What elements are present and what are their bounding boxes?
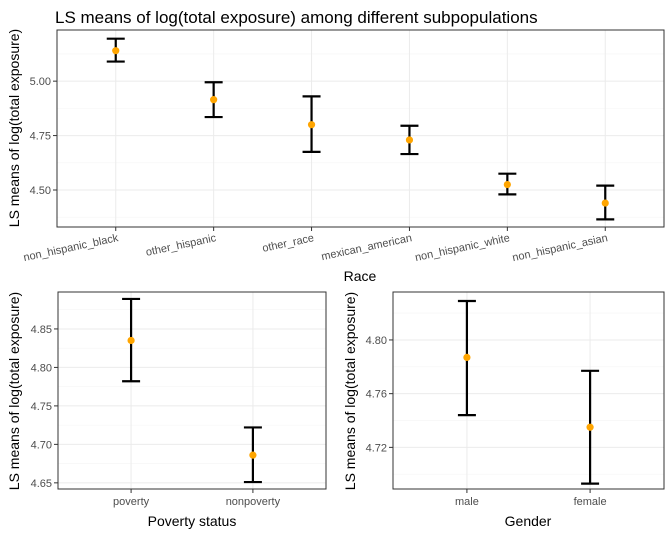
gender-y-tick-label: 4.72 [366, 442, 387, 454]
race-point-mexican_american [405, 136, 414, 144]
race-errorbar-other_race [302, 95, 321, 154]
gender-x-axis-title: Gender [505, 513, 552, 529]
poverty-y-tick-label: 4.85 [31, 324, 52, 336]
race-errorbar-non_hispanic_asian [596, 184, 615, 221]
gender-errorbar-male [457, 299, 476, 417]
gender-x-ticks: male female [455, 489, 607, 508]
poverty-errorbar-nonpoverty [243, 426, 262, 484]
poverty-panel-border [57, 291, 327, 490]
poverty-x-ticks: poverty nonpoverty [113, 489, 281, 508]
race-errorbar-mexican_american [400, 124, 419, 156]
race-marks [106, 37, 615, 221]
race-y-ticks: 4.50 4.75 5.00 [30, 76, 57, 197]
gender-x-tick-label: male [455, 496, 479, 508]
gender-y-tick-label: 4.76 [366, 389, 387, 401]
poverty-x-tick-label: nonpoverty [226, 496, 281, 508]
race-point-other_race [307, 121, 316, 129]
race-y-tick-label: 4.75 [30, 131, 51, 143]
race-panel-border [56, 29, 665, 228]
gender-y-tick-label: 4.80 [366, 335, 387, 347]
gender-x-tick-label: female [574, 496, 607, 508]
poverty-point-nonpoverty [249, 451, 257, 459]
gender-point-female [586, 423, 594, 431]
poverty-x-axis-title: Poverty status [148, 513, 237, 529]
race-y-axis-title: LS means of log(total exposure) [6, 29, 22, 227]
poverty-y-axis-title: LS means of log(total exposure) [6, 292, 22, 490]
race-point-other_hispanic [210, 96, 218, 104]
poverty-x-tick-label: poverty [113, 496, 150, 508]
race-y-tick-label: 5.00 [30, 76, 51, 88]
poverty-y-tick-label: 4.80 [31, 362, 52, 374]
poverty-y-ticks: 4.65 4.70 4.75 4.80 4.85 [31, 324, 58, 490]
gender-marks [457, 299, 600, 485]
race-point-non_hispanic_white [503, 180, 511, 189]
gender-y-ticks: 4.72 4.76 4.80 [366, 335, 393, 454]
poverty-y-tick-label: 4.75 [31, 401, 52, 413]
poverty-plot: 4.65 4.70 4.75 4.80 4.85 poverty nonpoverty P… [6, 291, 327, 529]
poverty-errorbar-poverty [122, 297, 141, 383]
poverty-point-poverty [127, 336, 135, 345]
gender-y-axis-title: LS means of log(total exposure) [342, 292, 358, 490]
poverty-y-tick-label: 4.70 [31, 439, 52, 451]
race-x-axis-title: Race [344, 268, 377, 284]
race-point-non_hispanic_black [112, 47, 120, 55]
race-errorbar-other_hispanic [204, 81, 223, 119]
gender-point-male [463, 353, 471, 361]
race-errorbar-non_hispanic_white [498, 172, 517, 196]
race-errorbar-non_hispanic_black [106, 37, 125, 63]
gender-plot: 4.72 4.76 4.80 male female Gender LS means … [342, 291, 665, 529]
poverty-marks [122, 297, 262, 484]
gender-errorbar-female [581, 369, 600, 485]
poverty-y-tick-label: 4.65 [31, 478, 52, 490]
race-point-non_hispanic_asian [601, 199, 609, 207]
gender-panel-border [392, 291, 665, 490]
chart-title: LS means of log(total exposure) among di… [55, 8, 538, 27]
race-y-tick-label: 4.50 [30, 185, 51, 197]
